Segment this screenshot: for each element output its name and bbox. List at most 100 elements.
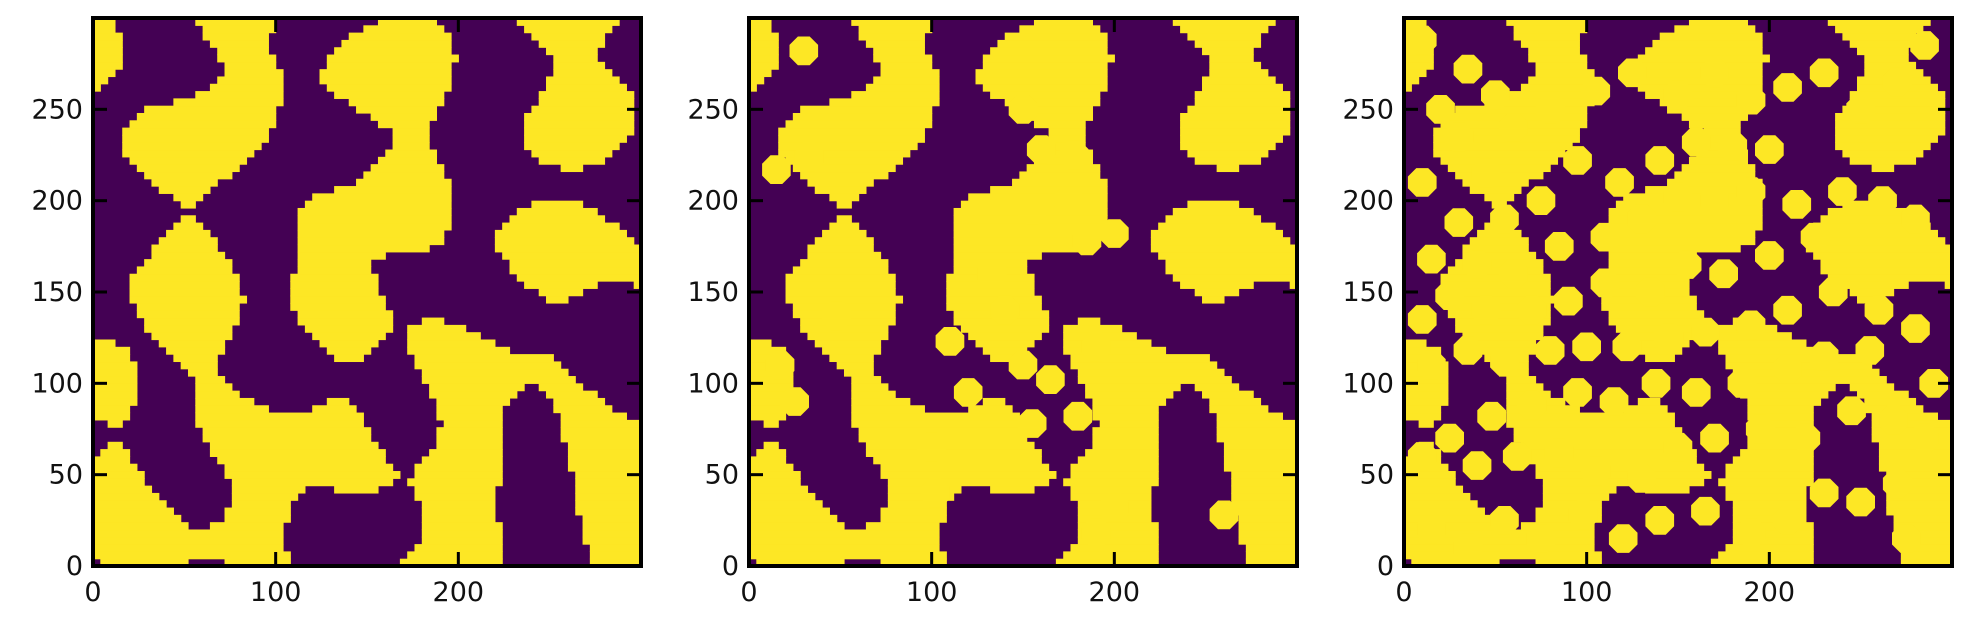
- heatmap-cell: [1520, 83, 1595, 92]
- heatmap-cell: [749, 54, 779, 63]
- heatmap-cell: [356, 178, 452, 187]
- heatmap-cell: [807, 332, 889, 341]
- heatmap-cell: [509, 215, 606, 224]
- inclusion-particle: [1910, 31, 1939, 60]
- heatmap-cell: [749, 507, 830, 516]
- heatmap-cell: [93, 405, 131, 414]
- inclusion-particle: [1654, 323, 1684, 352]
- heatmap-cell: [749, 478, 801, 487]
- heatmap-cell: [1077, 529, 1159, 538]
- heatmap-cell: [851, 412, 1020, 421]
- inclusion-particle: [1490, 347, 1519, 376]
- heatmap-cell: [231, 478, 394, 487]
- heatmap-cell: [1645, 354, 1675, 363]
- heatmap-cell: [749, 76, 765, 85]
- heatmap-cell: [1165, 215, 1262, 224]
- heatmap-cell: [129, 288, 240, 297]
- inclusion-particle: [977, 259, 1007, 289]
- heatmap-cell: [407, 346, 511, 355]
- heatmap-cell: [202, 25, 277, 34]
- heatmap-cell: [107, 441, 123, 450]
- inclusion-particle: [1581, 456, 1611, 486]
- heatmap-cell: [1404, 383, 1449, 392]
- heatmap-cell: [953, 229, 1101, 238]
- heatmap-cell: [421, 368, 569, 377]
- heatmap-cell: [1209, 61, 1262, 70]
- inclusion-particle: [953, 378, 983, 407]
- inclusion-particle: [1773, 73, 1802, 102]
- heatmap-cell: [589, 544, 642, 552]
- heatmap-cell: [290, 295, 386, 304]
- heatmap-cell: [836, 361, 874, 370]
- x-tick-label: 0: [84, 577, 101, 608]
- heatmap-cell: [1440, 156, 1559, 165]
- heatmap-cell: [1835, 25, 1924, 34]
- heatmap-cell: [851, 376, 882, 384]
- heatmap-cell: [1608, 237, 1756, 246]
- heatmap-cell: [756, 558, 845, 567]
- heatmap-cell: [582, 514, 642, 523]
- heatmap-cell: [341, 39, 452, 48]
- heatmap-cell: [1180, 120, 1291, 129]
- heatmap-cell: [1608, 215, 1763, 224]
- x-tick-label: 100: [1561, 577, 1613, 608]
- heatmap-cell: [749, 522, 845, 531]
- heatmap-cell: [1012, 178, 1108, 187]
- y-tick-label: 200: [687, 186, 739, 217]
- heatmap-cell: [1404, 61, 1434, 70]
- inclusion-particle: [1773, 506, 1802, 535]
- inclusion-particle: [1736, 518, 1766, 548]
- heatmap-cell: [531, 200, 584, 209]
- heatmap-cell: [1223, 463, 1298, 472]
- heatmap-cell: [749, 83, 757, 92]
- heatmap-cell: [1238, 529, 1298, 538]
- inclusion-particle: [789, 36, 819, 66]
- heatmap-cell: [792, 112, 933, 121]
- panel-2: 0 100 200 0 50 100 150 200 250: [687, 16, 1299, 608]
- heatmap-cell: [1732, 514, 1807, 523]
- heatmap-cell: [567, 441, 642, 450]
- heatmap-cell: [1077, 536, 1159, 545]
- heatmap-cell: [1187, 149, 1269, 158]
- heatmap-cell: [1462, 251, 1537, 260]
- inclusion-particle: [1444, 208, 1474, 237]
- heatmap-cell: [1231, 485, 1298, 494]
- heatmap-cell: [1404, 500, 1478, 509]
- heatmap-cell: [195, 383, 233, 392]
- heatmap-cell: [421, 500, 496, 509]
- inclusion-particle: [1100, 493, 1129, 522]
- heatmap-cell: [436, 397, 511, 406]
- heatmap-cell: [1216, 419, 1298, 428]
- heatmap-cell: [1216, 434, 1298, 443]
- heatmap-cell: [217, 456, 386, 465]
- heatmap-cell: [414, 485, 496, 494]
- heatmap-cell: [1857, 47, 1909, 56]
- heatmap-cell: [407, 478, 503, 487]
- heatmap-cell: [421, 536, 503, 545]
- heatmap-cell: [829, 354, 874, 363]
- heatmap-cell: [1245, 558, 1298, 567]
- heatmap-cell: [553, 69, 613, 78]
- heatmap-cell: [326, 397, 350, 406]
- y-tick-label: 100: [687, 368, 739, 399]
- heatmap-cell: [1404, 405, 1442, 414]
- heatmap-cell: [560, 164, 584, 173]
- heatmap-cell: [1150, 229, 1283, 238]
- heatmap-cell: [1732, 500, 1807, 509]
- heatmap-cell: [865, 449, 1042, 457]
- heatmap-cell: [785, 120, 933, 129]
- heatmap-cell: [297, 237, 445, 246]
- heatmap-cell: [749, 500, 823, 509]
- heatmap-cell: [93, 39, 123, 48]
- heatmap-cell: [1637, 54, 1770, 63]
- heatmap-cell: [589, 558, 642, 567]
- heatmap-cell: [1542, 485, 1617, 494]
- heatmap-cell: [1849, 383, 1895, 392]
- heatmap-cell: [792, 164, 896, 173]
- heatmap-cell: [968, 405, 1013, 414]
- inclusion-particle: [1407, 168, 1437, 197]
- heatmap-cell: [1878, 463, 1953, 472]
- heatmap-cell: [1477, 229, 1522, 238]
- heatmap-cell: [1404, 478, 1456, 487]
